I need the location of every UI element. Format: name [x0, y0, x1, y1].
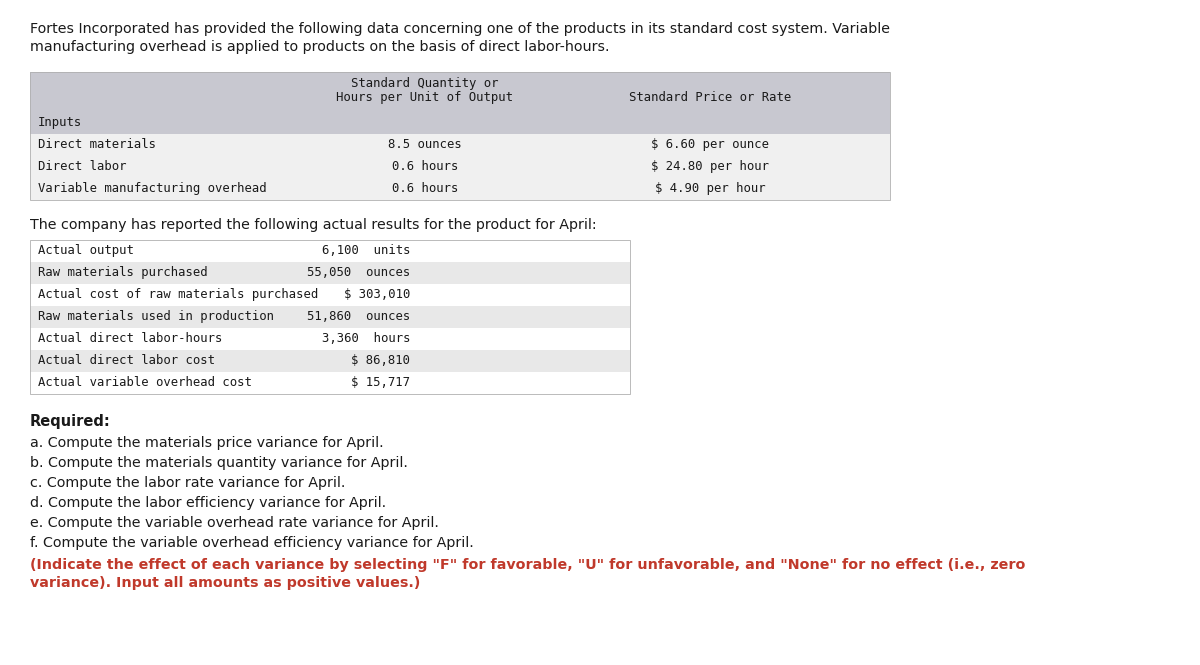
Text: Raw materials used in production: Raw materials used in production — [38, 310, 274, 323]
Text: Raw materials purchased: Raw materials purchased — [38, 266, 208, 279]
FancyBboxPatch shape — [30, 262, 630, 284]
FancyBboxPatch shape — [30, 350, 630, 372]
Text: $ 24.80 per hour: $ 24.80 per hour — [650, 160, 769, 173]
Text: 0.6 hours: 0.6 hours — [392, 160, 458, 173]
Text: Direct labor: Direct labor — [38, 160, 126, 173]
Text: $ 303,010: $ 303,010 — [343, 288, 410, 301]
Text: Standard Price or Rate: Standard Price or Rate — [629, 91, 791, 104]
FancyBboxPatch shape — [30, 156, 890, 178]
FancyBboxPatch shape — [30, 72, 890, 134]
Text: $ 6.60 per ounce: $ 6.60 per ounce — [650, 138, 769, 151]
Text: Actual output: Actual output — [38, 244, 134, 257]
Text: 0.6 hours: 0.6 hours — [392, 182, 458, 195]
Text: Inputs: Inputs — [38, 116, 83, 129]
Text: Actual cost of raw materials purchased: Actual cost of raw materials purchased — [38, 288, 318, 301]
Text: Variable manufacturing overhead: Variable manufacturing overhead — [38, 182, 266, 195]
Text: Required:: Required: — [30, 414, 110, 429]
Text: Standard Quantity or: Standard Quantity or — [352, 77, 499, 90]
FancyBboxPatch shape — [30, 178, 890, 200]
Text: Direct materials: Direct materials — [38, 138, 156, 151]
FancyBboxPatch shape — [30, 240, 630, 262]
FancyBboxPatch shape — [30, 284, 630, 306]
Text: b. Compute the materials quantity variance for April.: b. Compute the materials quantity varian… — [30, 456, 408, 470]
Text: d. Compute the labor efficiency variance for April.: d. Compute the labor efficiency variance… — [30, 496, 386, 510]
Text: $ 4.90 per hour: $ 4.90 per hour — [655, 182, 766, 195]
Text: Actual direct labor cost: Actual direct labor cost — [38, 354, 215, 367]
Text: Actual variable overhead cost: Actual variable overhead cost — [38, 376, 252, 389]
Text: The company has reported the following actual results for the product for April:: The company has reported the following a… — [30, 218, 596, 232]
Text: (Indicate the effect of each variance by selecting "F" for favorable, "U" for un: (Indicate the effect of each variance by… — [30, 558, 1025, 572]
Text: 8.5 ounces: 8.5 ounces — [388, 138, 462, 151]
Text: e. Compute the variable overhead rate variance for April.: e. Compute the variable overhead rate va… — [30, 516, 439, 530]
FancyBboxPatch shape — [30, 306, 630, 328]
Text: Fortes Incorporated has provided the following data concerning one of the produc: Fortes Incorporated has provided the fol… — [30, 22, 890, 36]
FancyBboxPatch shape — [30, 134, 890, 156]
FancyBboxPatch shape — [30, 372, 630, 394]
Text: 6,100  units: 6,100 units — [322, 244, 410, 257]
FancyBboxPatch shape — [30, 328, 630, 350]
Text: $ 86,810: $ 86,810 — [352, 354, 410, 367]
Text: 3,360  hours: 3,360 hours — [322, 332, 410, 345]
Text: Hours per Unit of Output: Hours per Unit of Output — [336, 91, 514, 104]
Text: 55,050  ounces: 55,050 ounces — [307, 266, 410, 279]
Text: 51,860  ounces: 51,860 ounces — [307, 310, 410, 323]
Text: $ 15,717: $ 15,717 — [352, 376, 410, 389]
Text: a. Compute the materials price variance for April.: a. Compute the materials price variance … — [30, 436, 384, 450]
Text: Actual direct labor-hours: Actual direct labor-hours — [38, 332, 222, 345]
Text: f. Compute the variable overhead efficiency variance for April.: f. Compute the variable overhead efficie… — [30, 536, 474, 550]
Text: variance). Input all amounts as positive values.): variance). Input all amounts as positive… — [30, 576, 420, 590]
Text: c. Compute the labor rate variance for April.: c. Compute the labor rate variance for A… — [30, 476, 346, 490]
Text: manufacturing overhead is applied to products on the basis of direct labor-hours: manufacturing overhead is applied to pro… — [30, 40, 610, 54]
